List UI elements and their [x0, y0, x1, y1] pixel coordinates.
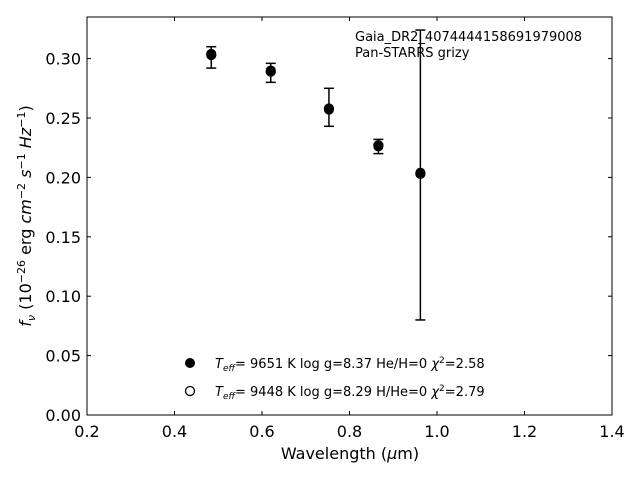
ticks-group: 0.2 0.4 0.6 0.8 1.0 1.2 1.4 0.00 0.05 0.10 0.15 0.2… [45, 17, 625, 441]
legend: Teff= 9651 K log g=8.37 He/H=0 χ2=2.58 T… [184, 356, 485, 402]
x-tick-label: 0.6 [249, 422, 274, 441]
y-tick-label: 0.20 [45, 168, 81, 187]
annotation-line-1: Gaia_DR2_4074444158691979008 [355, 30, 582, 45]
y-axis-label: fν (10−26 erg cm−2 s−1 Hz−1) [15, 105, 38, 326]
y-tick-label: 0.30 [45, 50, 81, 69]
x-tick-label: 0.2 [74, 422, 99, 441]
legend-marker-open [184, 385, 196, 397]
model-point-open [206, 49, 217, 61]
marks-group [206, 29, 426, 321]
x-tick-label: 1.4 [599, 422, 624, 441]
legend-entry-2: Teff= 9448 K log g=8.29 H/He=0 χ2=2.79 [215, 384, 485, 402]
y-tick-label: 0.10 [45, 287, 81, 306]
x-tick-label: 0.8 [337, 422, 362, 441]
model-point-open [373, 140, 384, 151]
annotation-line-2: Pan-STARRS grizy [355, 46, 470, 61]
x-axis-label: Wavelength (μm) [281, 444, 419, 463]
model-point-open [415, 168, 426, 179]
legend-entry-1: Teff= 9651 K log g=8.37 He/H=0 χ2=2.58 [215, 356, 485, 374]
legend-marker-filled [185, 358, 195, 368]
x-tick-label: 0.4 [162, 422, 187, 441]
y-tick-label: 0.00 [45, 406, 81, 425]
y-tick-label: 0.25 [45, 109, 81, 128]
model-point-open [323, 103, 335, 114]
y-tick-label: 0.15 [45, 228, 81, 247]
x-tick-label: 1.2 [512, 422, 537, 441]
x-tick-label: 1.0 [424, 422, 449, 441]
plot-frame [86, 16, 613, 416]
model-point-open [265, 66, 276, 77]
y-tick-label: 0.05 [45, 347, 81, 366]
